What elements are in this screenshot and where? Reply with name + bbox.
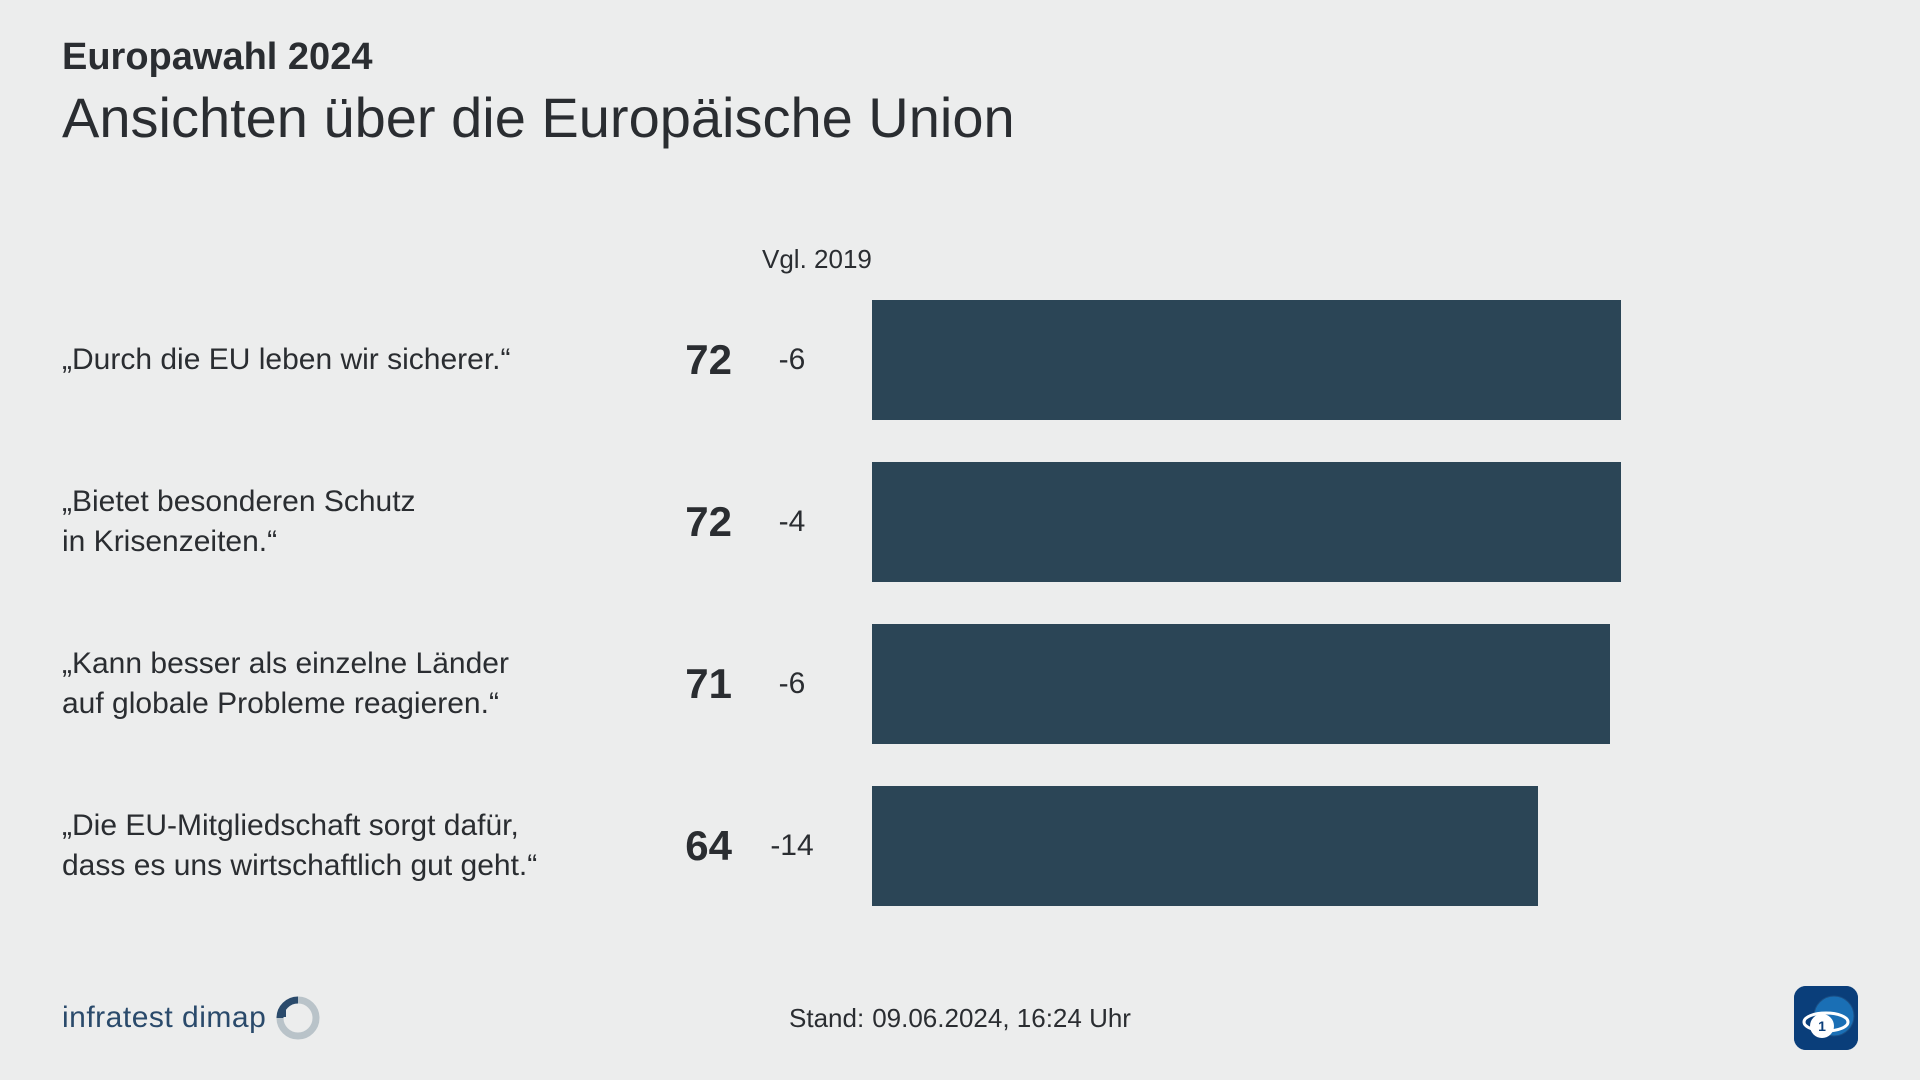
compare-header: Vgl. 2019 xyxy=(762,244,872,275)
delta-label: -14 xyxy=(732,829,852,863)
svg-text:1: 1 xyxy=(1818,1018,1826,1034)
header: Europawahl 2024 Ansichten über die Europ… xyxy=(62,36,1015,150)
chart: Vgl. 2019 „Durch die EU leben wir sicher… xyxy=(62,300,1858,948)
stand-value: 09.06.2024, 16:24 Uhr xyxy=(872,1003,1131,1034)
bar-area xyxy=(872,624,1858,744)
footer: infratest dimap Stand: 09.06.2024, 16:24… xyxy=(62,986,1858,1050)
value-label: 64 xyxy=(622,822,732,870)
bar xyxy=(872,300,1621,420)
statement-label: „Durch die EU leben wir sicherer.“ xyxy=(62,340,622,381)
value-label: 71 xyxy=(622,660,732,708)
bar-area xyxy=(872,300,1858,420)
chart-row: „Die EU-Mitgliedschaft sorgt dafür,dass … xyxy=(62,786,1858,906)
chart-row: „Bietet besonderen Schutzin Krisenzeiten… xyxy=(62,462,1858,582)
delta-label: -6 xyxy=(732,343,852,377)
logo-infratest-dimap: infratest dimap xyxy=(62,996,320,1040)
bar xyxy=(872,462,1621,582)
delta-label: -4 xyxy=(732,505,852,539)
bar-area xyxy=(872,462,1858,582)
bar-area xyxy=(872,786,1858,906)
infratest-dimap-icon xyxy=(276,996,320,1040)
value-label: 72 xyxy=(622,498,732,546)
logo-ard: 1 xyxy=(1794,986,1858,1050)
bar xyxy=(872,624,1610,744)
logo-infratest-text: infratest dimap xyxy=(62,1001,266,1035)
delta-label: -6 xyxy=(732,667,852,701)
chart-row: „Kann besser als einzelne Länderauf glob… xyxy=(62,624,1858,744)
pretitle: Europawahl 2024 xyxy=(62,36,1015,79)
statement-label: „Die EU-Mitgliedschaft sorgt dafür,dass … xyxy=(62,806,622,887)
stand-label: Stand: xyxy=(789,1003,864,1034)
chart-row: „Durch die EU leben wir sicherer.“72-6 xyxy=(62,300,1858,420)
title: Ansichten über die Europäische Union xyxy=(62,85,1015,150)
page: Europawahl 2024 Ansichten über die Europ… xyxy=(0,0,1920,1080)
footer-timestamp: Stand: 09.06.2024, 16:24 Uhr xyxy=(789,986,1131,1050)
statement-label: „Bietet besonderen Schutzin Krisenzeiten… xyxy=(62,482,622,563)
value-label: 72 xyxy=(622,336,732,384)
bar xyxy=(872,786,1538,906)
ard-globe-icon: 1 xyxy=(1794,986,1858,1050)
statement-label: „Kann besser als einzelne Länderauf glob… xyxy=(62,644,622,725)
